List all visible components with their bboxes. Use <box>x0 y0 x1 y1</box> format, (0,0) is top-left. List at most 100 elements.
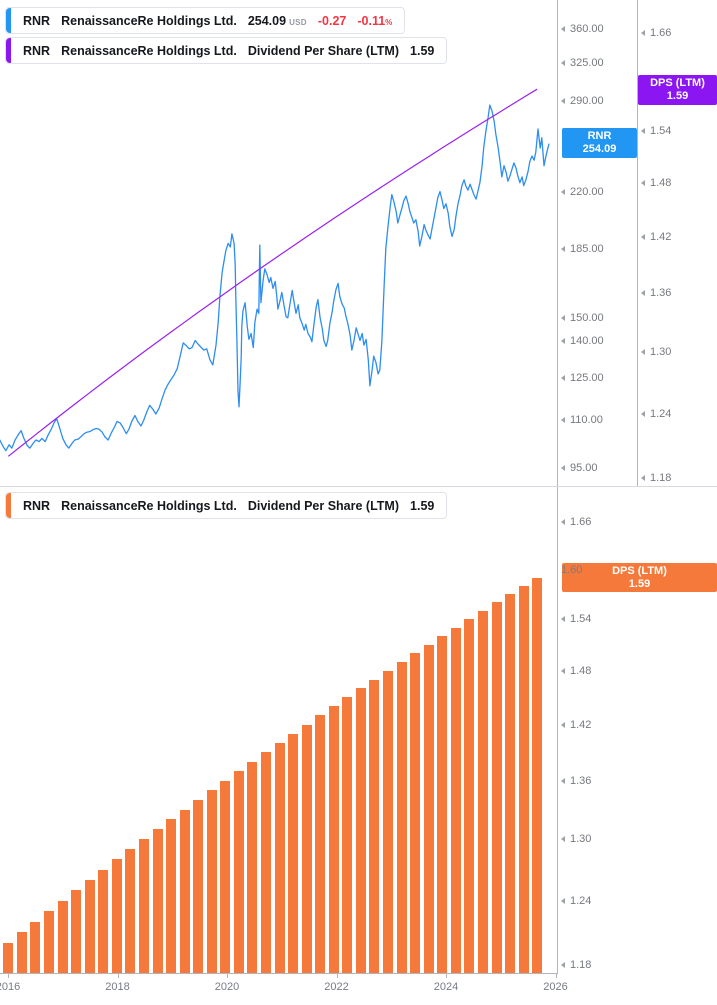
tick-arrow-icon <box>641 348 645 355</box>
x-axis-year-label: 2018 <box>105 981 130 993</box>
tick-arrow-icon <box>561 26 565 33</box>
axis-tick-label: 125.00 <box>561 372 604 384</box>
dps-bar <box>505 594 515 973</box>
x-axis-tick <box>446 973 447 978</box>
axis-tick-label: 140.00 <box>561 335 604 347</box>
panel-divider <box>0 486 717 487</box>
dps-bar <box>30 921 41 973</box>
dps-bar <box>179 809 190 973</box>
axis-tick-label: 325.00 <box>561 57 604 69</box>
dps-bar <box>396 662 407 973</box>
axis-tick-label: 1.18 <box>561 959 591 971</box>
tick-arrow-icon <box>561 245 565 252</box>
dps-bar <box>301 724 312 973</box>
tick-arrow-icon <box>641 233 645 240</box>
dps-bar <box>288 733 299 973</box>
tick-arrow-icon <box>641 179 645 186</box>
tick-arrow-icon <box>561 518 565 525</box>
dps-overlay-axis-badge: DPS (LTM) 1.59 <box>638 75 717 105</box>
dps-bar <box>71 890 82 973</box>
dps-bar <box>423 644 434 973</box>
axis-tick-label: 150.00 <box>561 312 604 324</box>
x-axis-tick <box>555 973 557 978</box>
axis-tick-label: 1.36 <box>561 775 591 787</box>
dps-bar-series-color-bar <box>6 493 11 518</box>
dps-bar <box>450 627 461 973</box>
dps-bar <box>355 688 366 973</box>
badge-metric: DPS (LTM) <box>650 77 705 89</box>
x-axis-year-label: 2016 <box>0 981 21 993</box>
tick-arrow-icon <box>561 721 565 728</box>
metric-value: 1.59 <box>410 43 435 58</box>
tick-arrow-icon <box>561 417 565 423</box>
axis-tick-label: 1.30 <box>561 833 591 845</box>
tick-arrow-icon <box>561 188 565 195</box>
dps-bar <box>383 670 393 973</box>
dps-bar <box>369 679 380 973</box>
axis-tick-label: 1.48 <box>641 177 671 189</box>
axis-tick-label: 110.00 <box>561 414 603 426</box>
dps-bar <box>437 636 448 973</box>
company-name: RenaissanceRe Holdings Ltd. <box>61 498 237 513</box>
axis-tick-label: 220.00 <box>561 186 604 198</box>
price-axis-badge: RNR 254.09 <box>562 128 637 158</box>
percent-sign: % <box>385 17 393 27</box>
dps-bar <box>84 879 95 973</box>
price-legend[interactable]: RNR RenaissanceRe Holdings Ltd. 254.09 US… <box>5 7 406 34</box>
tick-arrow-icon <box>561 836 565 843</box>
axis-tick-label: 1.42 <box>641 231 671 243</box>
dps-bar <box>342 697 353 973</box>
tick-arrow-icon <box>641 290 645 297</box>
x-axis-year-label: 2026 <box>543 981 568 993</box>
dps-bar <box>274 742 285 973</box>
price-change: -0.27 <box>317 13 347 28</box>
dps-overlay-legend[interactable]: RNR RenaissanceRe Holdings Ltd. Dividend… <box>5 37 448 64</box>
axis-tick-label: 1.24 <box>641 408 671 420</box>
company-name: RenaissanceRe Holdings Ltd. <box>61 13 237 28</box>
dps-bar <box>111 859 122 973</box>
dividend-panel-legend[interactable]: RNR RenaissanceRe Holdings Ltd. Dividend… <box>5 492 448 519</box>
dps-bar <box>44 911 54 973</box>
dps-bar <box>206 790 217 973</box>
tick-arrow-icon <box>641 410 645 417</box>
tick-arrow-icon <box>561 337 565 344</box>
tick-arrow-icon <box>561 962 565 968</box>
dps-bar <box>410 653 421 973</box>
dps-bar <box>98 869 109 973</box>
dps-bar <box>532 577 543 973</box>
tick-arrow-icon <box>561 374 565 381</box>
x-axis-year-label: 2024 <box>433 981 459 993</box>
dps-bar <box>220 780 231 973</box>
axis-tick-label: 1.54 <box>561 613 591 625</box>
dps-bar <box>138 839 149 973</box>
metric-name: Dividend Per Share (LTM) <box>247 498 400 513</box>
axis-tick-label: 95.00 <box>561 462 598 474</box>
x-axis-tick <box>8 973 9 978</box>
tick-arrow-icon <box>561 314 565 321</box>
dps-bar <box>328 706 339 973</box>
tick-arrow-icon <box>561 897 565 904</box>
last-price: 254.09 <box>247 13 287 28</box>
dps-series-color-bar <box>6 38 11 63</box>
price-chart-plot[interactable] <box>0 0 717 486</box>
company-name: RenaissanceRe Holdings Ltd. <box>61 43 237 58</box>
axis-tick-label: 1.30 <box>641 346 671 358</box>
dps-bar <box>16 932 27 973</box>
dps-bar <box>491 602 502 973</box>
axis-tick-label: 1.18 <box>641 472 671 484</box>
tick-arrow-icon <box>561 667 565 674</box>
badge-ticker: RNR <box>587 130 612 142</box>
dps-bar <box>152 829 163 973</box>
badge-price-value: 254.09 <box>582 143 617 155</box>
ticker: RNR <box>23 498 51 513</box>
metric-value: 1.59 <box>410 498 435 513</box>
dps-bar <box>477 610 488 973</box>
dps-bar <box>233 771 244 973</box>
tick-arrow-icon <box>641 30 645 36</box>
axis-tick-label: 1.36 <box>641 287 671 299</box>
dps-bar <box>193 799 204 973</box>
x-axis-tick <box>336 973 338 978</box>
axis-tick-label: 360.00 <box>561 23 604 35</box>
dps-bar <box>464 619 475 973</box>
x-axis-tick <box>227 973 228 978</box>
